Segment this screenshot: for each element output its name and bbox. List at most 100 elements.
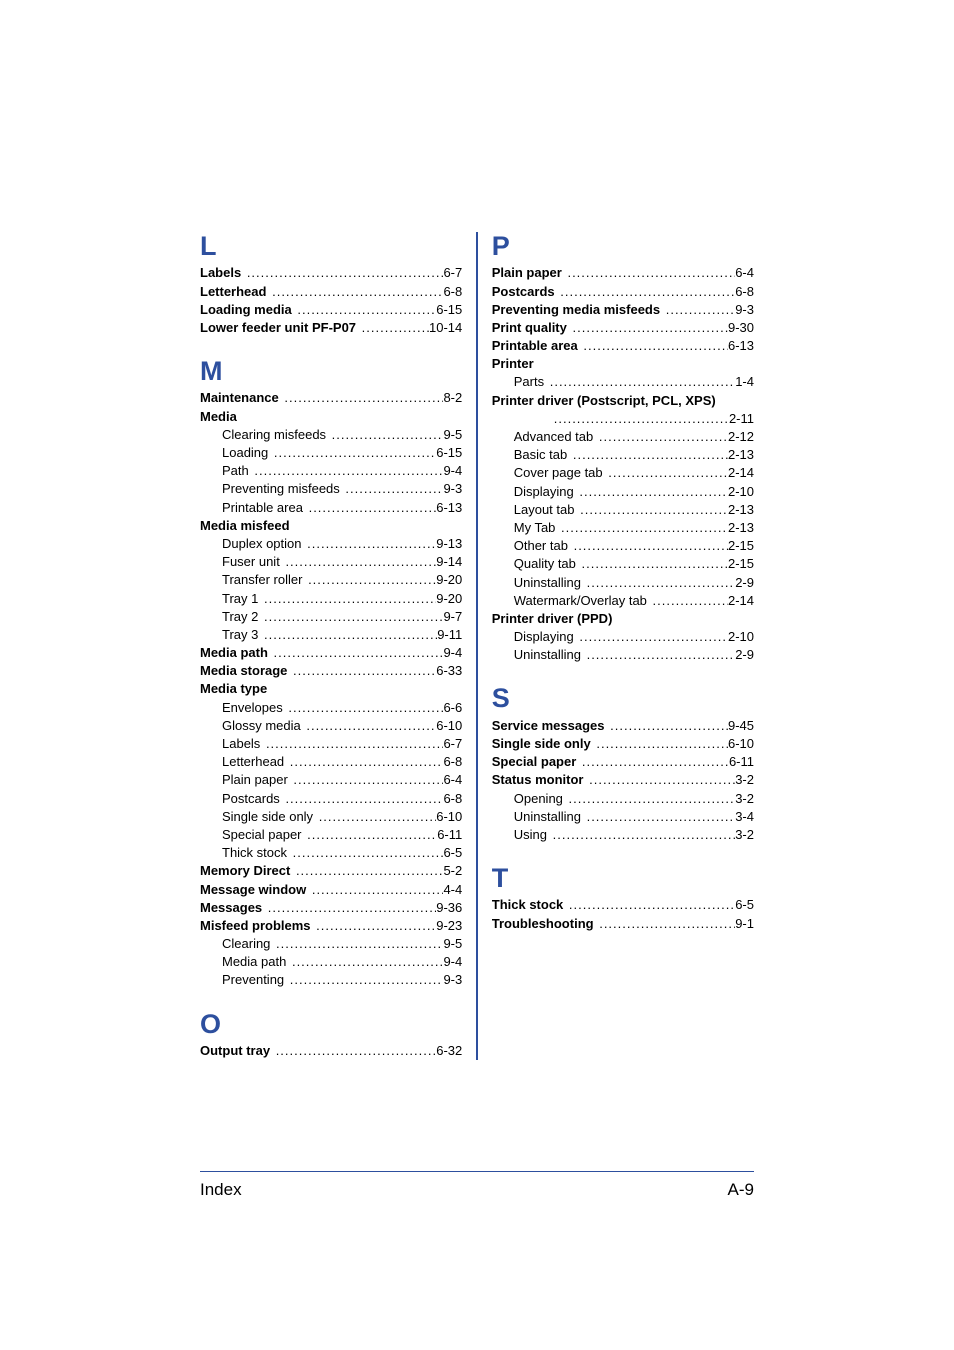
index-page-ref: 3-4 bbox=[735, 808, 754, 826]
index-entry[interactable]: Other tab 2-15 bbox=[492, 537, 754, 555]
index-entry[interactable]: Single side only 6-10 bbox=[200, 808, 462, 826]
index-entry[interactable]: Labels 6-7 bbox=[200, 735, 462, 753]
leader-dots bbox=[360, 319, 429, 337]
index-entry[interactable]: Media bbox=[200, 408, 462, 426]
index-entry[interactable]: Watermark/Overlay tab 2-14 bbox=[492, 592, 754, 610]
index-entry[interactable]: Printer driver (Postscript, PCL, XPS) bbox=[492, 392, 754, 410]
index-entry[interactable]: Uninstalling 2-9 bbox=[492, 574, 754, 592]
index-entry[interactable]: Troubleshooting 9-1 bbox=[492, 915, 754, 933]
index-entry[interactable]: Advanced tab 2-12 bbox=[492, 428, 754, 446]
index-entry[interactable]: Parts 1-4 bbox=[492, 373, 754, 391]
index-entry[interactable]: Layout tab 2-13 bbox=[492, 501, 754, 519]
index-page-ref: 10-14 bbox=[429, 319, 462, 337]
leader-dots bbox=[307, 499, 437, 517]
index-entry[interactable]: Preventing misfeeds 9-3 bbox=[200, 480, 462, 498]
index-entry[interactable]: Thick stock 6-5 bbox=[492, 896, 754, 914]
index-entry[interactable]: Displaying 2-10 bbox=[492, 483, 754, 501]
index-entry[interactable]: Uninstalling 2-9 bbox=[492, 646, 754, 664]
index-page-ref: 9-5 bbox=[443, 426, 462, 444]
index-entry[interactable]: Media path 9-4 bbox=[200, 644, 462, 662]
index-entry[interactable]: Clearing 9-5 bbox=[200, 935, 462, 953]
index-entry[interactable]: Printable area 6-13 bbox=[492, 337, 754, 355]
index-entry[interactable]: Plain paper 6-4 bbox=[492, 264, 754, 282]
index-entry[interactable]: Transfer roller 9-20 bbox=[200, 571, 462, 589]
index-term: Media path bbox=[200, 644, 268, 662]
leader-dots bbox=[317, 808, 437, 826]
section-letter: S bbox=[492, 684, 754, 712]
index-entry[interactable]: Cover page tab 2-14 bbox=[492, 464, 754, 482]
index-term: Loading media bbox=[200, 301, 292, 319]
index-entry[interactable]: Opening 3-2 bbox=[492, 790, 754, 808]
leader-dots bbox=[306, 571, 436, 589]
index-entry[interactable]: Letterhead 6-8 bbox=[200, 283, 462, 301]
index-term: Media storage bbox=[200, 662, 287, 680]
index-entry[interactable]: Media path 9-4 bbox=[200, 953, 462, 971]
index-entry[interactable]: Special paper 6-11 bbox=[200, 826, 462, 844]
index-page-ref: 6-4 bbox=[735, 264, 754, 282]
index-term: Glossy media bbox=[222, 717, 301, 735]
index-entry[interactable]: Service messages 9-45 bbox=[492, 717, 754, 735]
index-entry[interactable]: Basic tab 2-13 bbox=[492, 446, 754, 464]
index-entry[interactable]: Maintenance 8-2 bbox=[200, 389, 462, 407]
leader-dots bbox=[585, 574, 736, 592]
index-entry[interactable]: My Tab 2-13 bbox=[492, 519, 754, 537]
index-term: Tray 3 bbox=[222, 626, 258, 644]
index-entry[interactable]: Messages 9-36 bbox=[200, 899, 462, 917]
index-entry[interactable]: Media storage 6-33 bbox=[200, 662, 462, 680]
leader-dots bbox=[272, 444, 436, 462]
index-entry[interactable]: Tray 2 9-7 bbox=[200, 608, 462, 626]
index-entry[interactable]: Misfeed problems 9-23 bbox=[200, 917, 462, 935]
index-entry[interactable]: Plain paper 6-4 bbox=[200, 771, 462, 789]
index-entry[interactable]: Labels 6-7 bbox=[200, 264, 462, 282]
index-page-ref: 6-5 bbox=[443, 844, 462, 862]
index-entry[interactable]: Printer bbox=[492, 355, 754, 373]
index-term: Fuser unit bbox=[222, 553, 280, 571]
footer-title: Index bbox=[200, 1180, 242, 1200]
index-entry[interactable]: Preventing 9-3 bbox=[200, 971, 462, 989]
index-entry[interactable]: Preventing media misfeeds 9-3 bbox=[492, 301, 754, 319]
index-term: Uninstalling bbox=[514, 574, 581, 592]
index-page-ref: 3-2 bbox=[735, 771, 754, 789]
index-entry[interactable]: Status monitor 3-2 bbox=[492, 771, 754, 789]
index-entry[interactable]: Memory Direct 5-2 bbox=[200, 862, 462, 880]
index-page-ref: 6-15 bbox=[436, 301, 462, 319]
index-entry[interactable]: Printer driver (PPD) bbox=[492, 610, 754, 628]
index-page-ref: 2-15 bbox=[728, 537, 754, 555]
index-entry[interactable]: Printable area 6-13 bbox=[200, 499, 462, 517]
index-entry[interactable]: Envelopes 6-6 bbox=[200, 699, 462, 717]
index-entry[interactable]: Loading 6-15 bbox=[200, 444, 462, 462]
leader-dots bbox=[594, 735, 728, 753]
index-entry[interactable]: Quality tab 2-15 bbox=[492, 555, 754, 573]
index-entry[interactable]: Thick stock 6-5 bbox=[200, 844, 462, 862]
index-entry[interactable]: Clearing misfeeds 9-5 bbox=[200, 426, 462, 444]
index-entry[interactable]: Postcards 6-8 bbox=[200, 790, 462, 808]
index-entry[interactable]: Path 9-4 bbox=[200, 462, 462, 480]
leader-dots bbox=[587, 771, 735, 789]
index-entry[interactable]: Using 3-2 bbox=[492, 826, 754, 844]
index-entry[interactable]: Lower feeder unit PF-P07 10-14 bbox=[200, 319, 462, 337]
index-entry[interactable]: Message window 4-4 bbox=[200, 881, 462, 899]
leader-dots bbox=[291, 844, 444, 862]
index-entry[interactable]: Uninstalling 3-4 bbox=[492, 808, 754, 826]
index-entry[interactable]: Media misfeed bbox=[200, 517, 462, 535]
index-entry[interactable]: Output tray 6-32 bbox=[200, 1042, 462, 1060]
index-entry[interactable]: Duplex option 9-13 bbox=[200, 535, 462, 553]
index-entry[interactable]: Tray 1 9-20 bbox=[200, 590, 462, 608]
index-page-ref: 9-11 bbox=[437, 626, 462, 644]
index-entry[interactable]: Single side only 6-10 bbox=[492, 735, 754, 753]
index-page-ref: 2-9 bbox=[735, 574, 754, 592]
index-entry[interactable]: Loading media 6-15 bbox=[200, 301, 462, 319]
index-entry[interactable]: Postcards 6-8 bbox=[492, 283, 754, 301]
index-entry[interactable]: Fuser unit 9-14 bbox=[200, 553, 462, 571]
leader-dots bbox=[567, 790, 736, 808]
index-entry[interactable]: Tray 3 9-11 bbox=[200, 626, 462, 644]
index-entry[interactable]: Glossy media 6-10 bbox=[200, 717, 462, 735]
index-page-ref: 6-8 bbox=[443, 283, 462, 301]
index-entry[interactable]: Print quality 9-30 bbox=[492, 319, 754, 337]
index-entry[interactable]: Displaying 2-10 bbox=[492, 628, 754, 646]
index-entry[interactable]: Special paper 6-11 bbox=[492, 753, 754, 771]
leader-dots bbox=[274, 935, 443, 953]
index-entry[interactable]: Media type bbox=[200, 680, 462, 698]
index-entry[interactable]: 2-11 bbox=[492, 410, 754, 428]
index-entry[interactable]: Letterhead 6-8 bbox=[200, 753, 462, 771]
